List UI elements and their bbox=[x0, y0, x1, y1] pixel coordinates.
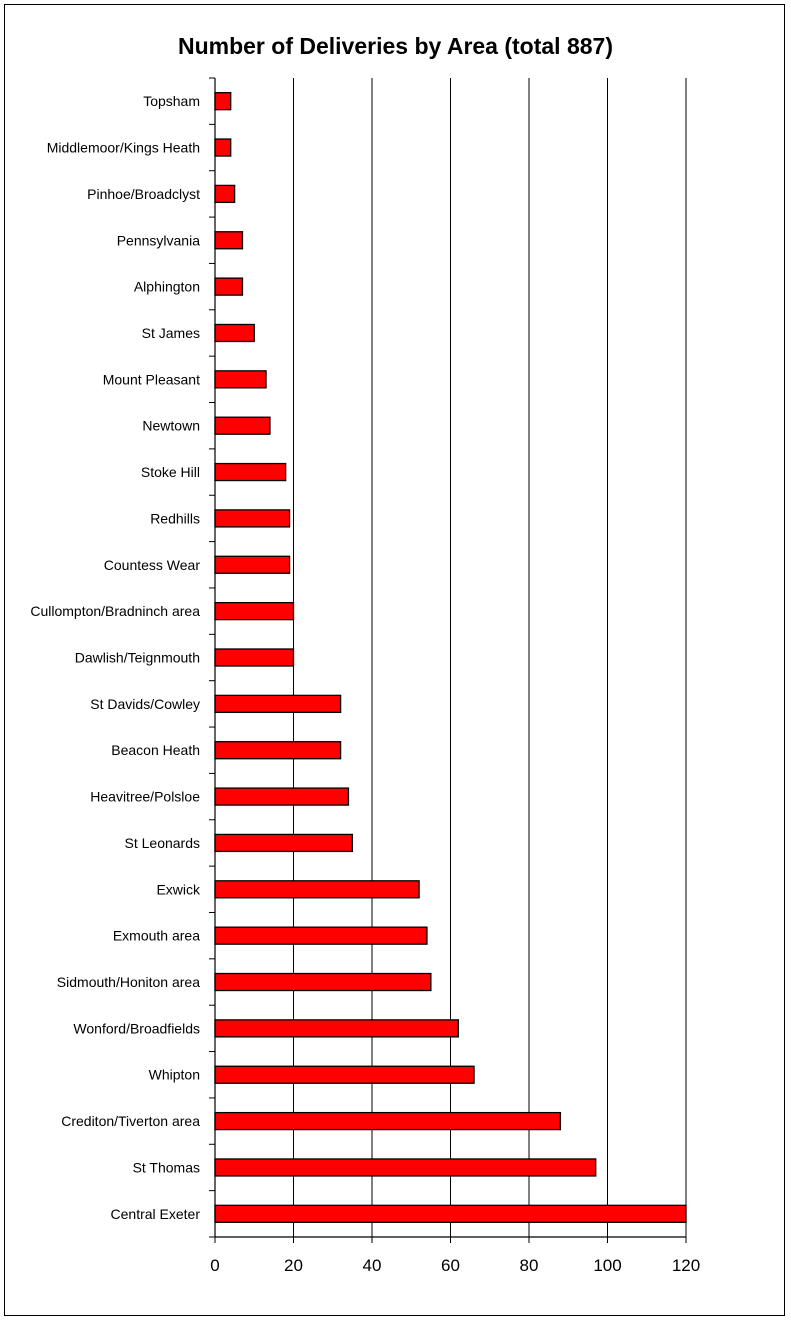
bar-alphington bbox=[214, 277, 244, 296]
bar-sidmouth-honiton-area bbox=[214, 972, 432, 992]
x-tick-label-120: 120 bbox=[672, 1256, 700, 1275]
category-label: Stoke Hill bbox=[141, 464, 200, 480]
category-label: Wonford/Broadfields bbox=[73, 1020, 200, 1036]
category-label: Exwick bbox=[156, 881, 201, 897]
bars bbox=[214, 92, 687, 1223]
bar-newtown bbox=[214, 416, 271, 435]
category-label: Beacon Heath bbox=[111, 742, 200, 758]
bar-exwick bbox=[214, 880, 420, 899]
chart-title: Number of Deliveries by Area (total 887) bbox=[177, 33, 613, 59]
x-tick-label-20: 20 bbox=[284, 1256, 303, 1275]
bar-pennsylvania bbox=[214, 231, 244, 250]
x-tick-label-80: 80 bbox=[520, 1256, 539, 1275]
bar-st-leonards bbox=[214, 833, 354, 853]
category-label: Countess Wear bbox=[104, 557, 201, 573]
category-label: St Leonards bbox=[125, 835, 201, 851]
axes bbox=[209, 77, 687, 1243]
bar-redhills bbox=[214, 509, 291, 528]
bar-heavitree-polsloe bbox=[214, 787, 350, 806]
bar-st-davids-cowley bbox=[214, 694, 342, 714]
category-label: Heavitree/Polsloe bbox=[90, 789, 200, 805]
category-label: Newtown bbox=[142, 418, 200, 434]
category-label: Topsham bbox=[143, 93, 200, 109]
bar-middlemoor-kings-heath bbox=[214, 138, 232, 157]
category-label: St James bbox=[142, 325, 200, 341]
chart-frame bbox=[4, 4, 785, 1316]
category-label: Redhills bbox=[150, 510, 200, 526]
bar-dawlish-teignmouth bbox=[214, 648, 295, 667]
bar-beacon-heath bbox=[214, 741, 342, 760]
bar-mount-pleasant bbox=[214, 370, 267, 389]
category-label: Middlemoor/Kings Heath bbox=[47, 140, 200, 156]
category-labels: Topsham Middlemoor/Kings Heath Pinhoe/Broa… bbox=[30, 93, 201, 1222]
gridlines bbox=[293, 78, 687, 1237]
x-tick-label-100: 100 bbox=[593, 1256, 621, 1275]
x-tick-label-0: 0 bbox=[210, 1256, 219, 1275]
bar-central-exeter bbox=[214, 1204, 687, 1223]
bar-st-thomas bbox=[214, 1158, 597, 1177]
bar-crediton-tiverton-area bbox=[214, 1111, 562, 1131]
category-label: Cullompton/Bradninch area bbox=[30, 603, 200, 619]
category-label: Alphington bbox=[134, 279, 200, 295]
x-tick-label-40: 40 bbox=[363, 1256, 382, 1275]
bar-stoke-hill bbox=[214, 462, 287, 482]
category-label: Exmouth area bbox=[113, 928, 200, 944]
category-label: St Thomas bbox=[133, 1159, 200, 1175]
x-tick-labels: 0 20 40 60 80 100 120 bbox=[210, 1256, 700, 1275]
bar-wonford-broadfields bbox=[214, 1019, 460, 1038]
category-label: Mount Pleasant bbox=[103, 371, 200, 387]
bar-pinhoe-broadclyst bbox=[214, 184, 236, 204]
bar-cullompton-bradninch-area bbox=[214, 601, 295, 621]
category-label: St Davids/Cowley bbox=[90, 696, 200, 712]
bar-topsham bbox=[214, 92, 232, 111]
category-label: Whipton bbox=[149, 1067, 200, 1083]
bar-exmouth-area bbox=[214, 926, 428, 945]
category-label: Central Exeter bbox=[111, 1206, 201, 1222]
bar-countess-wear bbox=[214, 555, 291, 574]
category-label: Pinhoe/Broadclyst bbox=[87, 186, 200, 202]
bar-st-james bbox=[214, 323, 255, 343]
category-label: Pennsylvania bbox=[117, 232, 200, 248]
category-label: Crediton/Tiverton area bbox=[61, 1113, 200, 1129]
bar-whipton bbox=[214, 1065, 475, 1084]
category-label: Sidmouth/Honiton area bbox=[57, 974, 200, 990]
x-tick-label-60: 60 bbox=[441, 1256, 460, 1275]
category-label: Dawlish/Teignmouth bbox=[75, 650, 200, 666]
